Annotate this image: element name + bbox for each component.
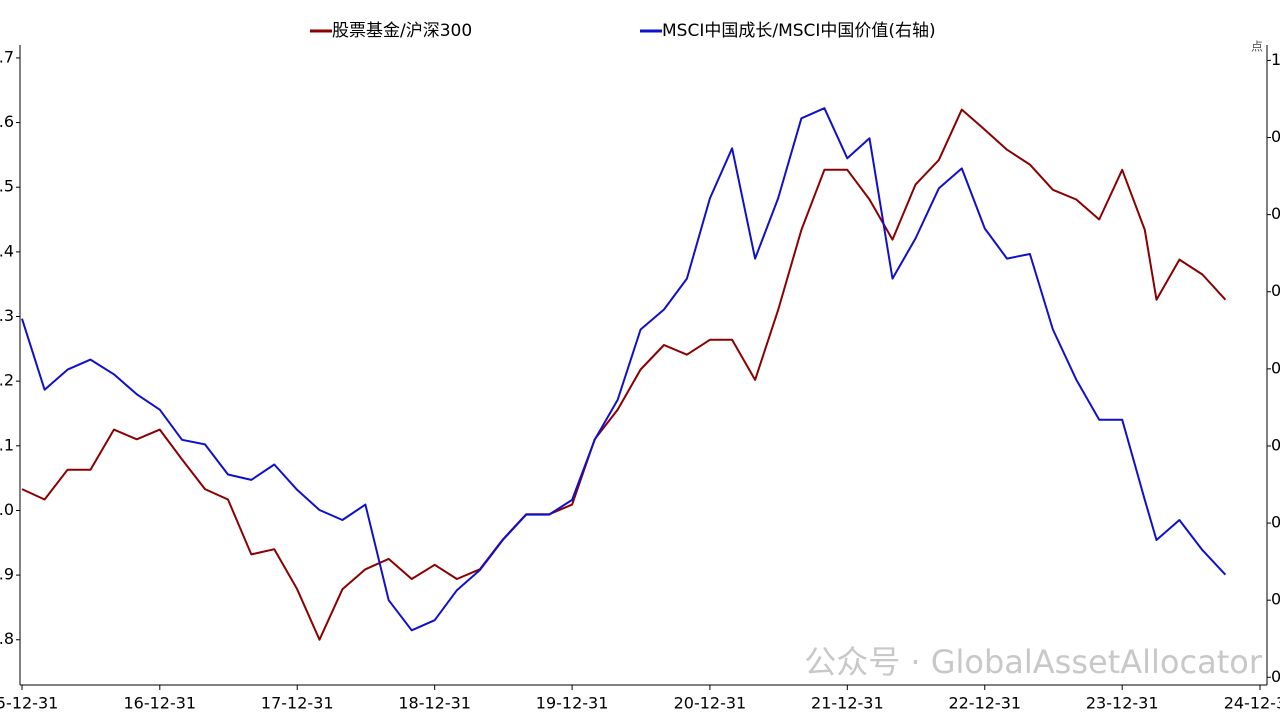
x-tick-label: 15-12-31 — [0, 694, 58, 713]
y2-tick-label: 0.6 — [1271, 358, 1280, 377]
y2-tick-label: 0.9 — [1271, 127, 1280, 146]
watermark: 公众号 · GlobalAssetAllocator — [804, 643, 1263, 681]
x-tick-label: 19-12-31 — [536, 694, 609, 713]
legend-label: 股票基金/沪深300 — [332, 21, 472, 41]
y-tick-label: 1.5 — [0, 177, 14, 196]
x-tick-label: 16-12-31 — [123, 694, 196, 713]
y-tick-label: 0.8 — [0, 629, 14, 648]
series-line — [21, 108, 1227, 641]
y-tick-label: 1.1 — [0, 435, 14, 454]
x-tick-label: 23-12-31 — [1086, 694, 1159, 713]
x-tick-label: 20-12-31 — [674, 694, 747, 713]
y2-tick-label: 0.8 — [1271, 204, 1280, 223]
y-tick-label: 1.4 — [0, 241, 14, 260]
x-tick-label: 18-12-31 — [398, 694, 471, 713]
y-tick-label: 1.2 — [0, 371, 14, 390]
series-line — [21, 107, 1227, 632]
y-tick-label: 0.9 — [0, 565, 14, 584]
y2-tick-label: 0.2 — [1271, 667, 1280, 686]
y-tick-label: 1.6 — [0, 112, 14, 131]
x-tick-label: 24-12-31 — [1224, 694, 1280, 713]
y2-tick-label: 0.5 — [1271, 435, 1280, 454]
y-tick-label: 1.7 — [0, 47, 14, 66]
y-tick-label: 1.3 — [0, 306, 14, 325]
y-tick-label: 1.0 — [0, 500, 14, 519]
y2-tick-label: 0.4 — [1271, 513, 1280, 532]
legend-label: MSCI中国成长/MSCI中国价值(右轴) — [662, 21, 936, 41]
y2-tick-label: 0.7 — [1271, 281, 1280, 300]
x-tick-label: 17-12-31 — [261, 694, 334, 713]
y2-tick-label: 0.3 — [1271, 590, 1280, 609]
y2-unit: 点 — [1251, 40, 1263, 54]
x-tick-label: 21-12-31 — [811, 694, 884, 713]
y2-tick-label: 1.0 — [1271, 50, 1280, 69]
x-tick-label: 22-12-31 — [948, 694, 1021, 713]
